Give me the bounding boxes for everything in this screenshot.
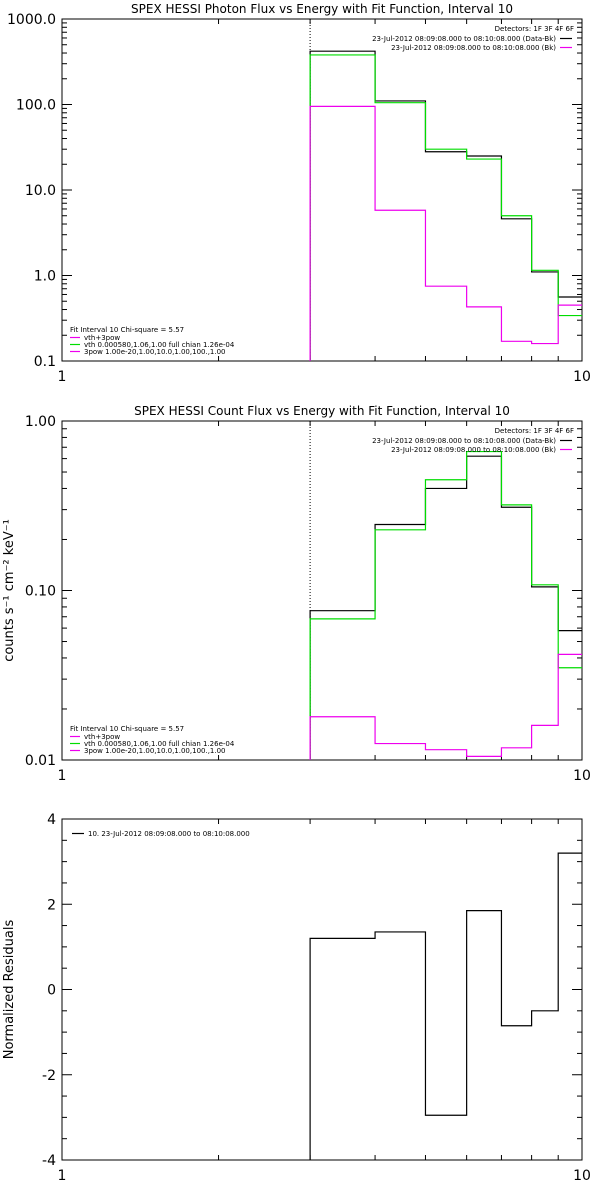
y-axis-label: Normalized Residuals: [2, 920, 17, 1060]
y-tick-label: -2: [42, 1068, 56, 1084]
legend-entry-label: 3pow 1.00e-20,1.00,10.0,1.00,100.,1.00: [84, 348, 226, 356]
x-tick-label: 10: [573, 1168, 591, 1184]
series-1-line: [309, 455, 582, 760]
y-tick-label: 2: [47, 897, 56, 913]
legend-entry-label: vth+3pow: [84, 334, 120, 342]
y-tick-label: 0.10: [25, 584, 56, 600]
y-tick-label: 100.0: [16, 98, 56, 114]
legend-entry-label: 23-Jul-2012 08:09:08.000 to 08:10:08.000…: [391, 446, 556, 454]
chart-title: SPEX HESSI Count Flux vs Energy with Fit…: [134, 404, 510, 418]
y-tick-label: 0.01: [25, 753, 56, 769]
series-2-line: [309, 450, 582, 760]
chart-2: SPEX HESSI Count Flux vs Energy with Fit…: [2, 404, 591, 784]
legend-header: Detectors: 1F 3F 4F 6F: [495, 427, 574, 435]
plot-frame: [61, 18, 583, 362]
y-tick-label: 1.00: [25, 414, 56, 430]
x-tick-label: 1: [58, 1168, 67, 1184]
legend-entry-label: vth 0.000580,1.06,1.00 full chian 1.26e-…: [84, 341, 235, 349]
legend-entry-label: 10. 23-Jul-2012 08:09:08.000 to 08:10:08…: [88, 830, 250, 838]
y-tick-label: 1.0: [34, 269, 56, 285]
x-tick-label: 1: [58, 369, 67, 385]
legend-entry-label: 23-Jul-2012 08:09:08.000 to 08:10:08.000…: [372, 35, 556, 43]
legend-entry-label: vth 0.000580,1.06,1.00 full chian 1.26e-…: [84, 740, 235, 748]
series-2-line: [309, 54, 582, 361]
y-tick-label: 0: [47, 983, 56, 999]
plot-frame: [61, 420, 583, 761]
legend-header: Fit Interval 10 Chi-square = 5.57: [70, 326, 184, 334]
x-tick-label: 1: [58, 768, 67, 784]
y-tick-label: 10.0: [25, 183, 56, 199]
x-tick-label: 10: [573, 369, 591, 385]
y-tick-label: 0.1: [34, 354, 56, 370]
legend-header: Detectors: 1F 3F 4F 6F: [495, 25, 574, 33]
legend-header: Fit Interval 10 Chi-square = 5.57: [70, 725, 184, 733]
series-3-line: [309, 105, 582, 361]
chart-1: SPEX HESSI Photon Flux vs Energy with Fi…: [7, 2, 591, 385]
y-axis-label: counts s⁻¹ cm⁻² keV⁻¹: [2, 519, 17, 662]
legend-entry-label: 23-Jul-2012 08:09:08.000 to 08:10:08.000…: [391, 44, 556, 52]
y-tick-label: 4: [47, 812, 56, 828]
legend-entry-label: 3pow 1.00e-20,1.00,10.0,1.00,100.,1.00: [84, 747, 226, 755]
plot-frame: [61, 818, 583, 1161]
series-1-line: [309, 50, 582, 361]
chart-title: SPEX HESSI Photon Flux vs Energy with Fi…: [131, 2, 513, 16]
legend-entry-label: vth+3pow: [84, 733, 120, 741]
x-tick-label: 10: [573, 768, 591, 784]
series-3-line: [309, 653, 582, 760]
chart-3: 1 10 -4 -2 0 2 4 Normalized Residuals 10. 23-Jul…: [2, 812, 591, 1184]
y-tick-label: -4: [42, 1153, 56, 1169]
series-1-line: [309, 852, 582, 1160]
y-tick-label: 1000.0: [7, 12, 56, 28]
legend-entry-label: 23-Jul-2012 08:09:08.000 to 08:10:08.000…: [372, 437, 556, 445]
